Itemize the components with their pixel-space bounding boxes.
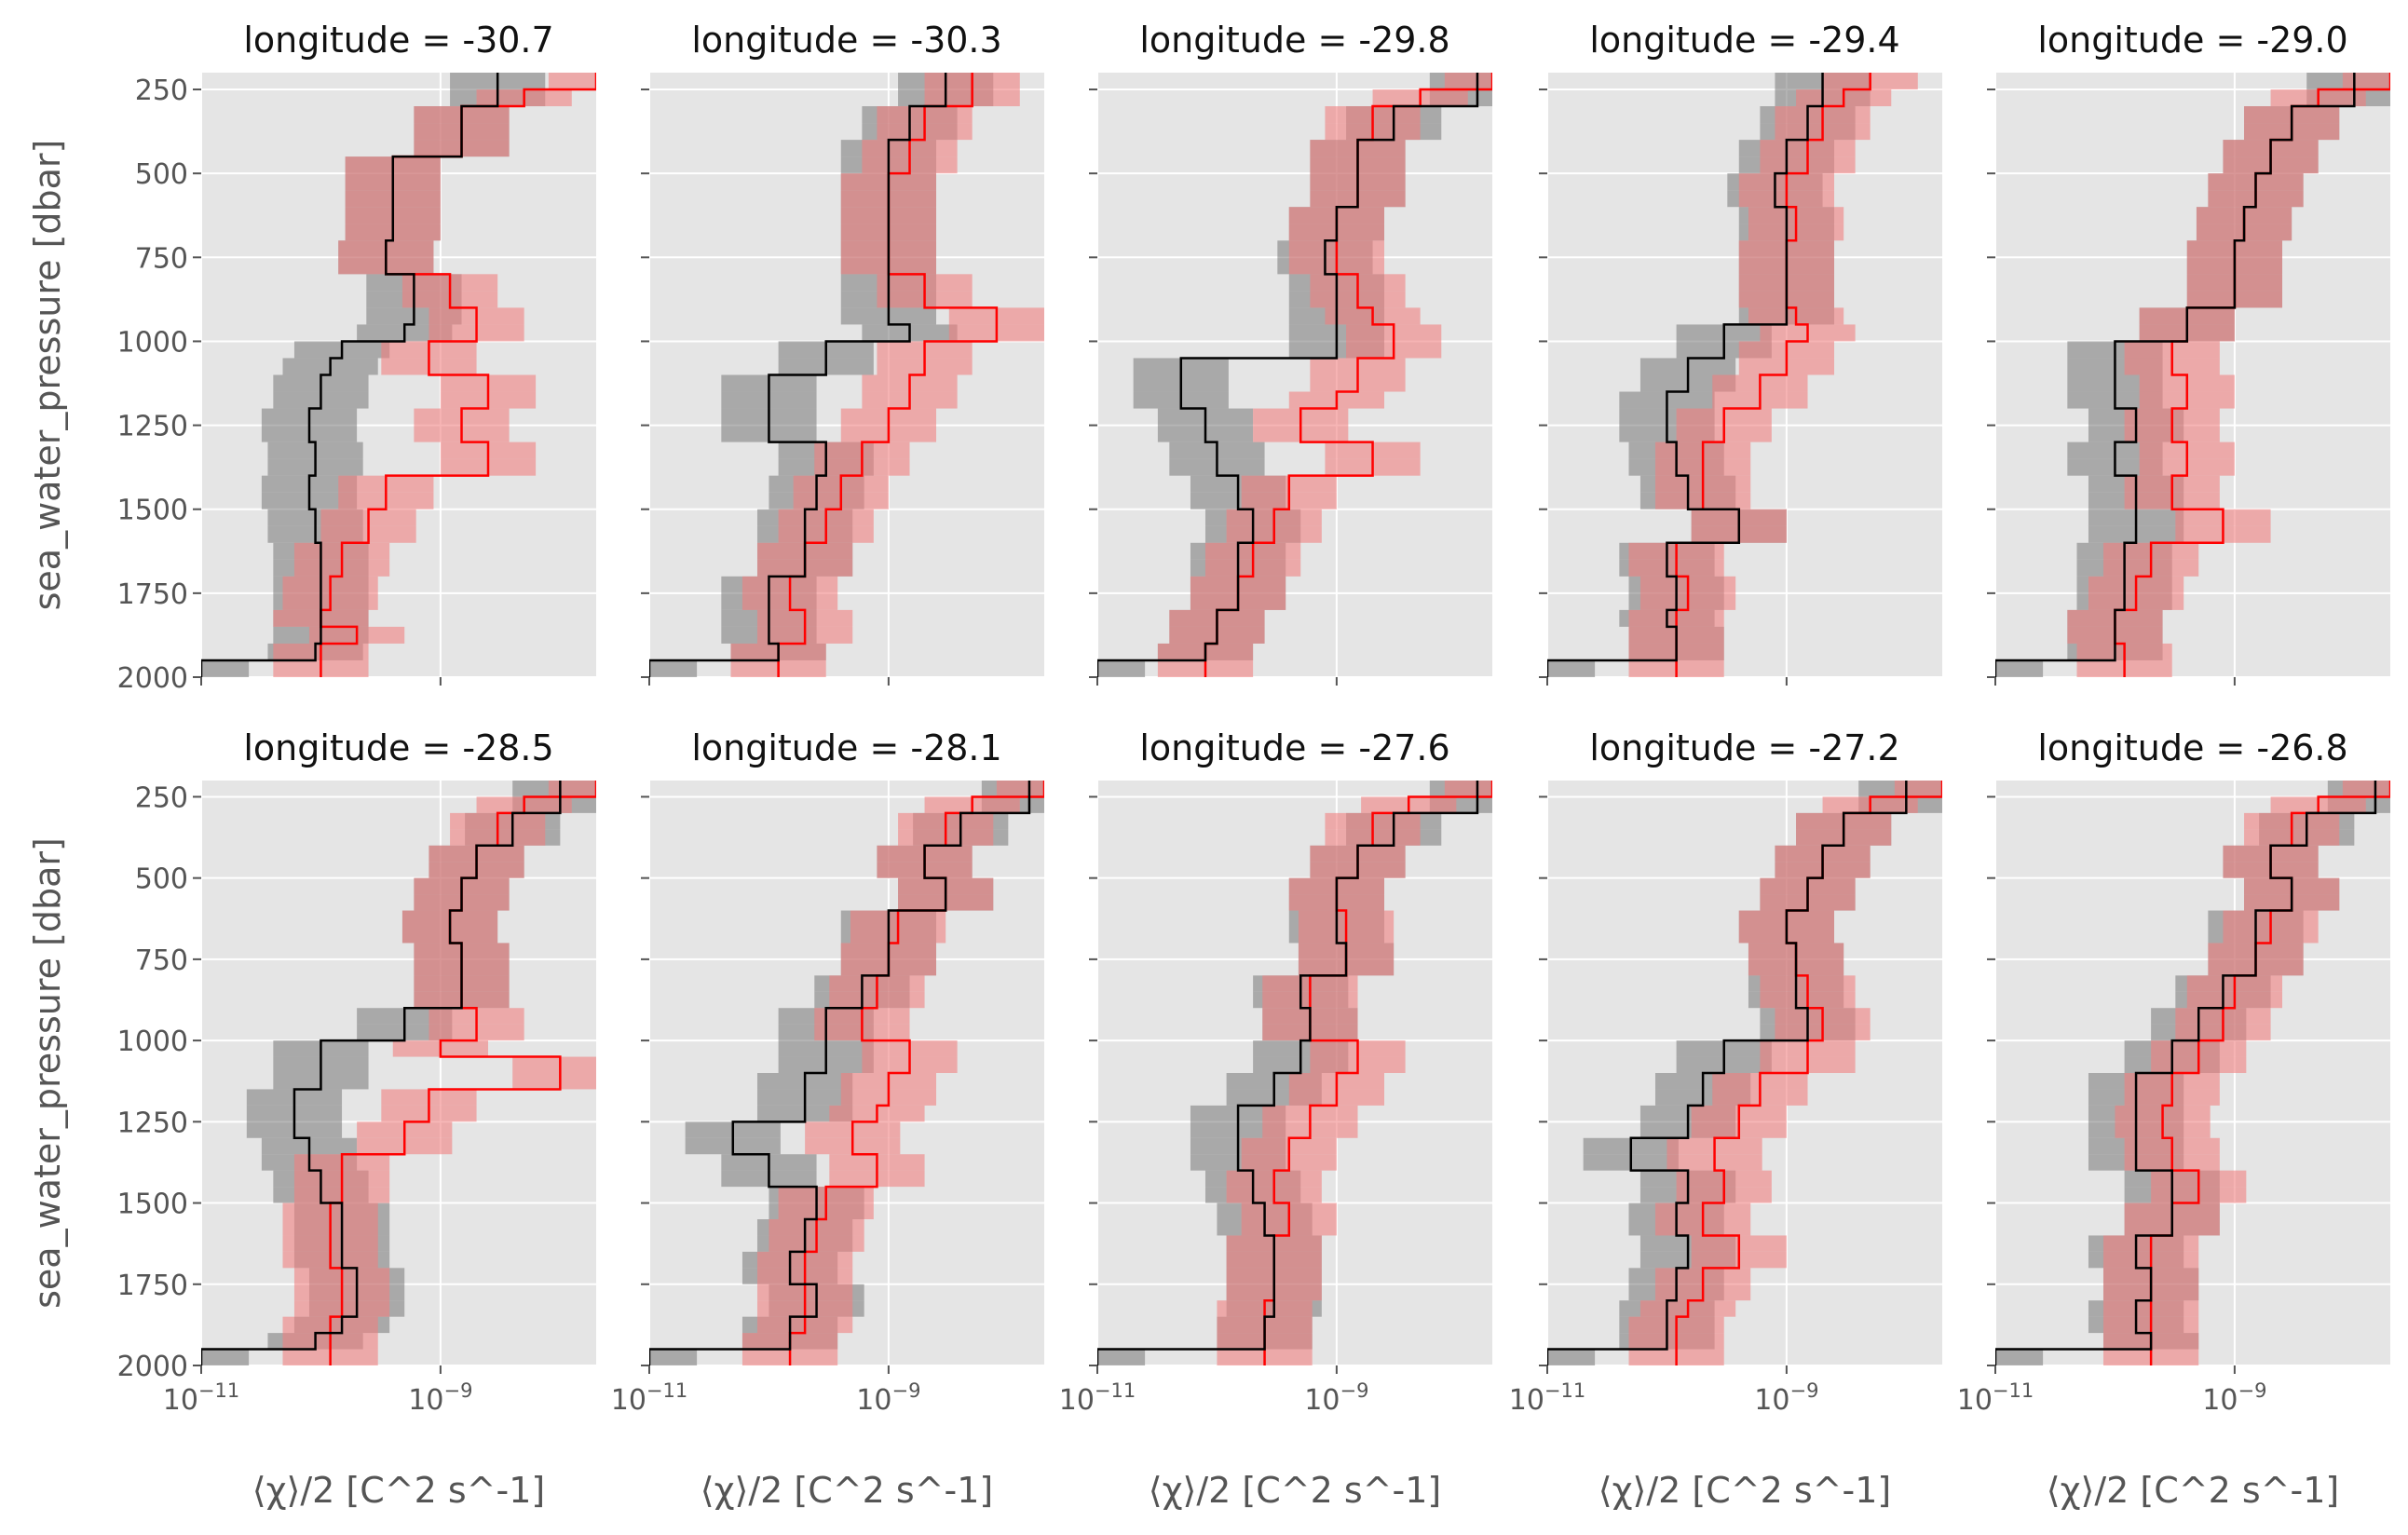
plot-area xyxy=(649,73,1044,677)
x-tick-label: 10−9 xyxy=(408,1379,472,1417)
panel-title: longitude = -27.6 xyxy=(1139,727,1449,768)
black-series-band xyxy=(1097,659,1146,677)
black-series-band xyxy=(649,659,698,677)
panel-title: longitude = -27.2 xyxy=(1589,727,1899,768)
y-tick-label: 250 xyxy=(135,75,188,107)
x-tick-label: 10−11 xyxy=(1059,1379,1136,1417)
x-tick-label: 10−9 xyxy=(1754,1379,1818,1417)
x-tick-label: 10−9 xyxy=(856,1379,920,1417)
black-series-band xyxy=(1547,659,1596,677)
panel-7: longitude = -28.1 10−11 10−9 ⟨χ⟩/2 [C^2 s^-… xyxy=(611,727,1044,1511)
panel-title: longitude = -26.8 xyxy=(2037,727,2347,768)
black-series-line xyxy=(1995,781,2377,1365)
y-tick-label: 2000 xyxy=(117,1351,188,1383)
panel-title: longitude = -29.8 xyxy=(1139,20,1449,61)
x-axis-label: ⟨χ⟩/2 [C^2 s^-1] xyxy=(1149,1470,1441,1511)
black-series-line xyxy=(1547,781,1908,1365)
panel-title: longitude = -30.3 xyxy=(691,20,1001,61)
black-series-line xyxy=(1097,781,1479,1365)
y-tick-label: 1750 xyxy=(117,578,188,611)
x-tick-label: 10−11 xyxy=(1509,1379,1586,1417)
plot-area xyxy=(649,781,1044,1365)
panel-2: longitude = -30.3 xyxy=(641,20,1044,686)
black-series-band xyxy=(1995,1349,2044,1365)
panel-5: longitude = -29.0 xyxy=(1987,20,2390,686)
y-tick-label: 1000 xyxy=(117,326,188,359)
black-series-band xyxy=(1547,1349,1596,1365)
y-tick-label: 750 xyxy=(135,242,188,275)
red-series-band xyxy=(1444,73,1492,90)
black-series-band xyxy=(649,1349,698,1365)
plot-area xyxy=(1995,73,2390,677)
plot-area xyxy=(1097,781,1492,1365)
black-series-line xyxy=(1547,73,1824,677)
panel-title: longitude = -30.7 xyxy=(243,20,553,61)
red-series-band xyxy=(2342,73,2390,90)
x-axis-label: ⟨χ⟩/2 [C^2 s^-1] xyxy=(252,1470,545,1511)
x-axis-label: ⟨χ⟩/2 [C^2 s^-1] xyxy=(2047,1470,2339,1511)
y-tick-label: 500 xyxy=(135,863,188,896)
panel-title: longitude = -28.1 xyxy=(691,727,1001,768)
x-tick-label: 10−11 xyxy=(163,1379,240,1417)
x-axis-label: ⟨χ⟩/2 [C^2 s^-1] xyxy=(1599,1470,1891,1511)
red-series-band xyxy=(512,1056,596,1073)
panel-9: longitude = -27.2 10−11 10−9 ⟨χ⟩/2 [C^2 s^-… xyxy=(1509,727,1942,1511)
x-tick-label: 10−11 xyxy=(1957,1379,2034,1417)
panel-8: longitude = -27.6 10−11 10−9 ⟨χ⟩/2 [C^2 s^-… xyxy=(1059,727,1492,1511)
red-series-band xyxy=(1444,781,1492,797)
black-series-line xyxy=(1097,73,1479,677)
red-series-band xyxy=(2342,781,2390,797)
red-series-line xyxy=(1675,73,1871,677)
black-series-line xyxy=(201,781,562,1365)
black-series-line xyxy=(649,73,947,677)
black-series-band xyxy=(1995,659,2044,677)
red-series-band xyxy=(512,1073,596,1090)
black-series-band xyxy=(201,1349,250,1365)
plot-area xyxy=(1097,73,1492,677)
plot-area xyxy=(1995,781,2390,1365)
red-series-band xyxy=(548,73,596,90)
y-tick-label: 1250 xyxy=(117,1107,188,1139)
y-tick-label: 750 xyxy=(135,944,188,977)
x-tick-label: 10−9 xyxy=(1304,1379,1368,1417)
panel-title: longitude = -29.4 xyxy=(1589,20,1899,61)
panel-title: longitude = -28.5 xyxy=(243,727,553,768)
panel-3: longitude = -29.8 xyxy=(1089,20,1492,686)
y-tick-label: 1500 xyxy=(117,1189,188,1221)
y-tick-label: 250 xyxy=(135,781,188,814)
panel-6: longitude = -28.5 250 500 750 1000 1250 1500 17… xyxy=(117,727,596,1511)
black-series-band xyxy=(1097,1349,1146,1365)
plot-area xyxy=(201,781,596,1365)
panel-10: longitude = -26.8 10−11 10−9 ⟨χ⟩/2 [C^2 s^-… xyxy=(1957,727,2390,1511)
black-series-line xyxy=(649,781,1031,1365)
y-tick-label: 1000 xyxy=(117,1026,188,1058)
x-axis-label: ⟨χ⟩/2 [C^2 s^-1] xyxy=(701,1470,993,1511)
plot-area xyxy=(1547,73,1918,677)
plot-area xyxy=(1547,781,1942,1365)
panel-1: longitude = -30.7 250 500 750 1000 1250 1500 17… xyxy=(117,20,596,695)
red-series-band xyxy=(996,781,1044,797)
y-tick-label: 1250 xyxy=(117,411,188,443)
y-tick-label: 1500 xyxy=(117,495,188,527)
panel-title: longitude = -29.0 xyxy=(2037,20,2347,61)
y-tick-label: 500 xyxy=(135,158,188,191)
y-axis-label: sea_water_pressure [dbar] xyxy=(27,140,68,611)
plot-area xyxy=(201,73,596,677)
x-tick-label: 10−9 xyxy=(2202,1379,2266,1417)
black-series-line xyxy=(1995,73,2356,677)
black-series-band xyxy=(201,659,250,677)
y-axis-label: sea_water_pressure [dbar] xyxy=(27,837,68,1309)
x-tick-label: 10−11 xyxy=(611,1379,688,1417)
black-series-line xyxy=(201,73,499,677)
y-tick-label: 2000 xyxy=(117,662,188,695)
y-tick-label: 1750 xyxy=(117,1270,188,1302)
panel-4: longitude = -29.4 xyxy=(1539,20,1942,686)
